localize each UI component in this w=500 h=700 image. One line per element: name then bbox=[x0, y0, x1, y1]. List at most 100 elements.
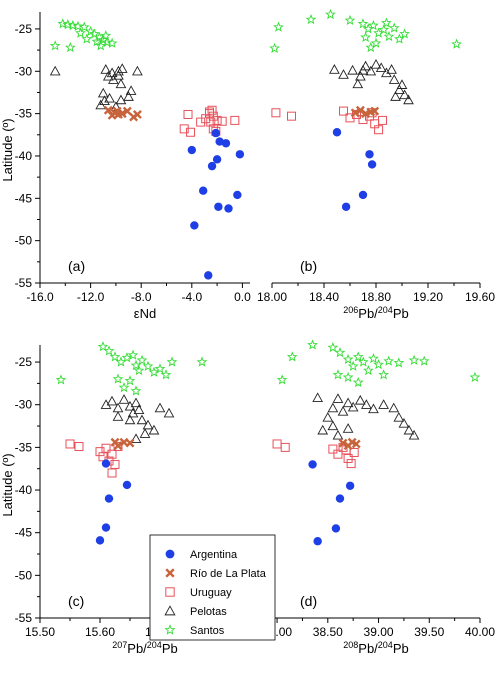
point-argentina bbox=[335, 494, 345, 503]
x-tick-label: 19.20 bbox=[413, 290, 443, 304]
point-argentina bbox=[212, 155, 222, 164]
x-label-superscript: 204 bbox=[147, 640, 162, 650]
point-uruguay bbox=[345, 113, 355, 123]
point-santos bbox=[109, 351, 121, 362]
point-santos bbox=[325, 8, 336, 20]
point-pelotas bbox=[352, 78, 364, 89]
point-santos bbox=[136, 354, 148, 365]
point-uruguay bbox=[206, 117, 216, 127]
point-santos bbox=[357, 18, 369, 29]
point-santos bbox=[95, 40, 107, 51]
point-argentina bbox=[367, 160, 377, 169]
point-pelotas bbox=[115, 78, 127, 89]
point-uruguay bbox=[378, 115, 387, 125]
point-pelotas bbox=[113, 65, 124, 76]
x-tick-label: 18.00 bbox=[257, 290, 287, 304]
point-santos bbox=[57, 18, 69, 29]
point-pelotas bbox=[332, 429, 344, 440]
point-pelotas bbox=[113, 69, 124, 80]
point-santos bbox=[89, 28, 100, 39]
point-uruguay bbox=[374, 125, 384, 135]
legend: Argentina Río de La Plata Uruguay Pelotas Sa… bbox=[149, 534, 276, 641]
point-santos bbox=[148, 366, 160, 377]
point-santos bbox=[334, 347, 346, 358]
point-santos bbox=[383, 355, 395, 366]
panel-a: -16.0 -12.0 -8.0 -4.0 0.0 εNd -25 -30 -35 -40 -45 -… bbox=[15, 12, 251, 321]
y-tick-label: -40 bbox=[15, 149, 33, 163]
point-pelotas bbox=[394, 84, 405, 95]
point-pelotas bbox=[337, 406, 349, 416]
point-pelotas bbox=[133, 404, 145, 414]
point-santos bbox=[103, 345, 115, 356]
point-santos bbox=[75, 27, 86, 38]
point-uruguay bbox=[186, 127, 196, 137]
y-tick-label: -55 bbox=[15, 276, 33, 290]
point-santos bbox=[130, 359, 142, 371]
point-pelotas bbox=[125, 85, 137, 95]
point-pelotas bbox=[163, 407, 175, 418]
point-argentina bbox=[190, 221, 199, 230]
point-santos bbox=[365, 41, 377, 53]
point-pelotas bbox=[312, 392, 324, 403]
x-label-superscript: 208 bbox=[343, 640, 358, 650]
point-argentina bbox=[358, 190, 368, 200]
point-pelotas bbox=[388, 402, 400, 413]
x-tick-label: 19.60 bbox=[465, 290, 495, 304]
point-pelotas bbox=[342, 423, 354, 433]
point-pelotas bbox=[95, 99, 107, 110]
x-axis-label: 206Pb/204Pb bbox=[343, 305, 408, 321]
x-label-text: Pb bbox=[162, 641, 178, 656]
point-pelotas bbox=[100, 64, 112, 74]
point-pelotas bbox=[357, 64, 369, 75]
point-uruguay bbox=[74, 442, 84, 452]
point-uruguay bbox=[196, 117, 206, 127]
y-tick-label: -45 bbox=[15, 526, 33, 540]
point-r-o-de-la-plata bbox=[370, 106, 380, 116]
point-santos bbox=[78, 21, 90, 32]
legend-label-uruguay: Uruguay bbox=[190, 587, 232, 599]
y-tick-label: -35 bbox=[15, 107, 33, 121]
x-tick-label: 39.50 bbox=[414, 625, 444, 639]
y-tick-label: -50 bbox=[15, 234, 33, 248]
point-pelotas bbox=[332, 393, 344, 403]
x-label-text: Pb bbox=[393, 641, 409, 656]
point-pelotas bbox=[393, 411, 405, 422]
x-tick-label: 15.50 bbox=[25, 625, 55, 639]
point-pelotas bbox=[106, 395, 118, 406]
point-pelotas bbox=[112, 411, 124, 421]
y-tick-label: -45 bbox=[15, 191, 33, 205]
point-pelotas bbox=[49, 65, 61, 76]
point-uruguay bbox=[230, 115, 240, 125]
point-argentina bbox=[95, 536, 105, 545]
legend-label-pelotas: Pelotas bbox=[190, 606, 227, 618]
point-santos bbox=[72, 20, 84, 31]
y-tick-label: -30 bbox=[15, 398, 33, 412]
point-santos bbox=[418, 355, 430, 366]
point-argentina bbox=[345, 481, 355, 490]
point-argentina bbox=[211, 128, 221, 138]
point-santos bbox=[166, 356, 178, 367]
panel-label: (d) bbox=[300, 593, 317, 609]
point-uruguay bbox=[217, 116, 227, 126]
point-santos bbox=[112, 373, 124, 384]
point-pelotas bbox=[365, 65, 377, 76]
point-argentina bbox=[122, 480, 132, 490]
point-pelotas bbox=[396, 79, 408, 89]
point-argentina bbox=[104, 494, 114, 503]
point-santos bbox=[286, 351, 298, 362]
point-santos bbox=[307, 339, 318, 350]
point-pelotas bbox=[99, 95, 110, 106]
x-label-superscript: 204 bbox=[378, 640, 393, 650]
y-tick-label: -40 bbox=[15, 483, 33, 497]
point-santos bbox=[121, 352, 133, 363]
point-santos bbox=[130, 385, 142, 396]
x-tick-label: 38.50 bbox=[313, 625, 343, 639]
point-uruguay bbox=[287, 111, 296, 121]
y-tick-label: -50 bbox=[15, 568, 33, 582]
legend-label-r-o-de-la-plata: Río de La Plata bbox=[190, 568, 267, 580]
point-pelotas bbox=[408, 429, 420, 440]
point-uruguay bbox=[280, 442, 290, 452]
x-tick-label: 0.0 bbox=[234, 290, 251, 304]
point-santos bbox=[154, 363, 166, 374]
point-santos bbox=[133, 364, 145, 376]
